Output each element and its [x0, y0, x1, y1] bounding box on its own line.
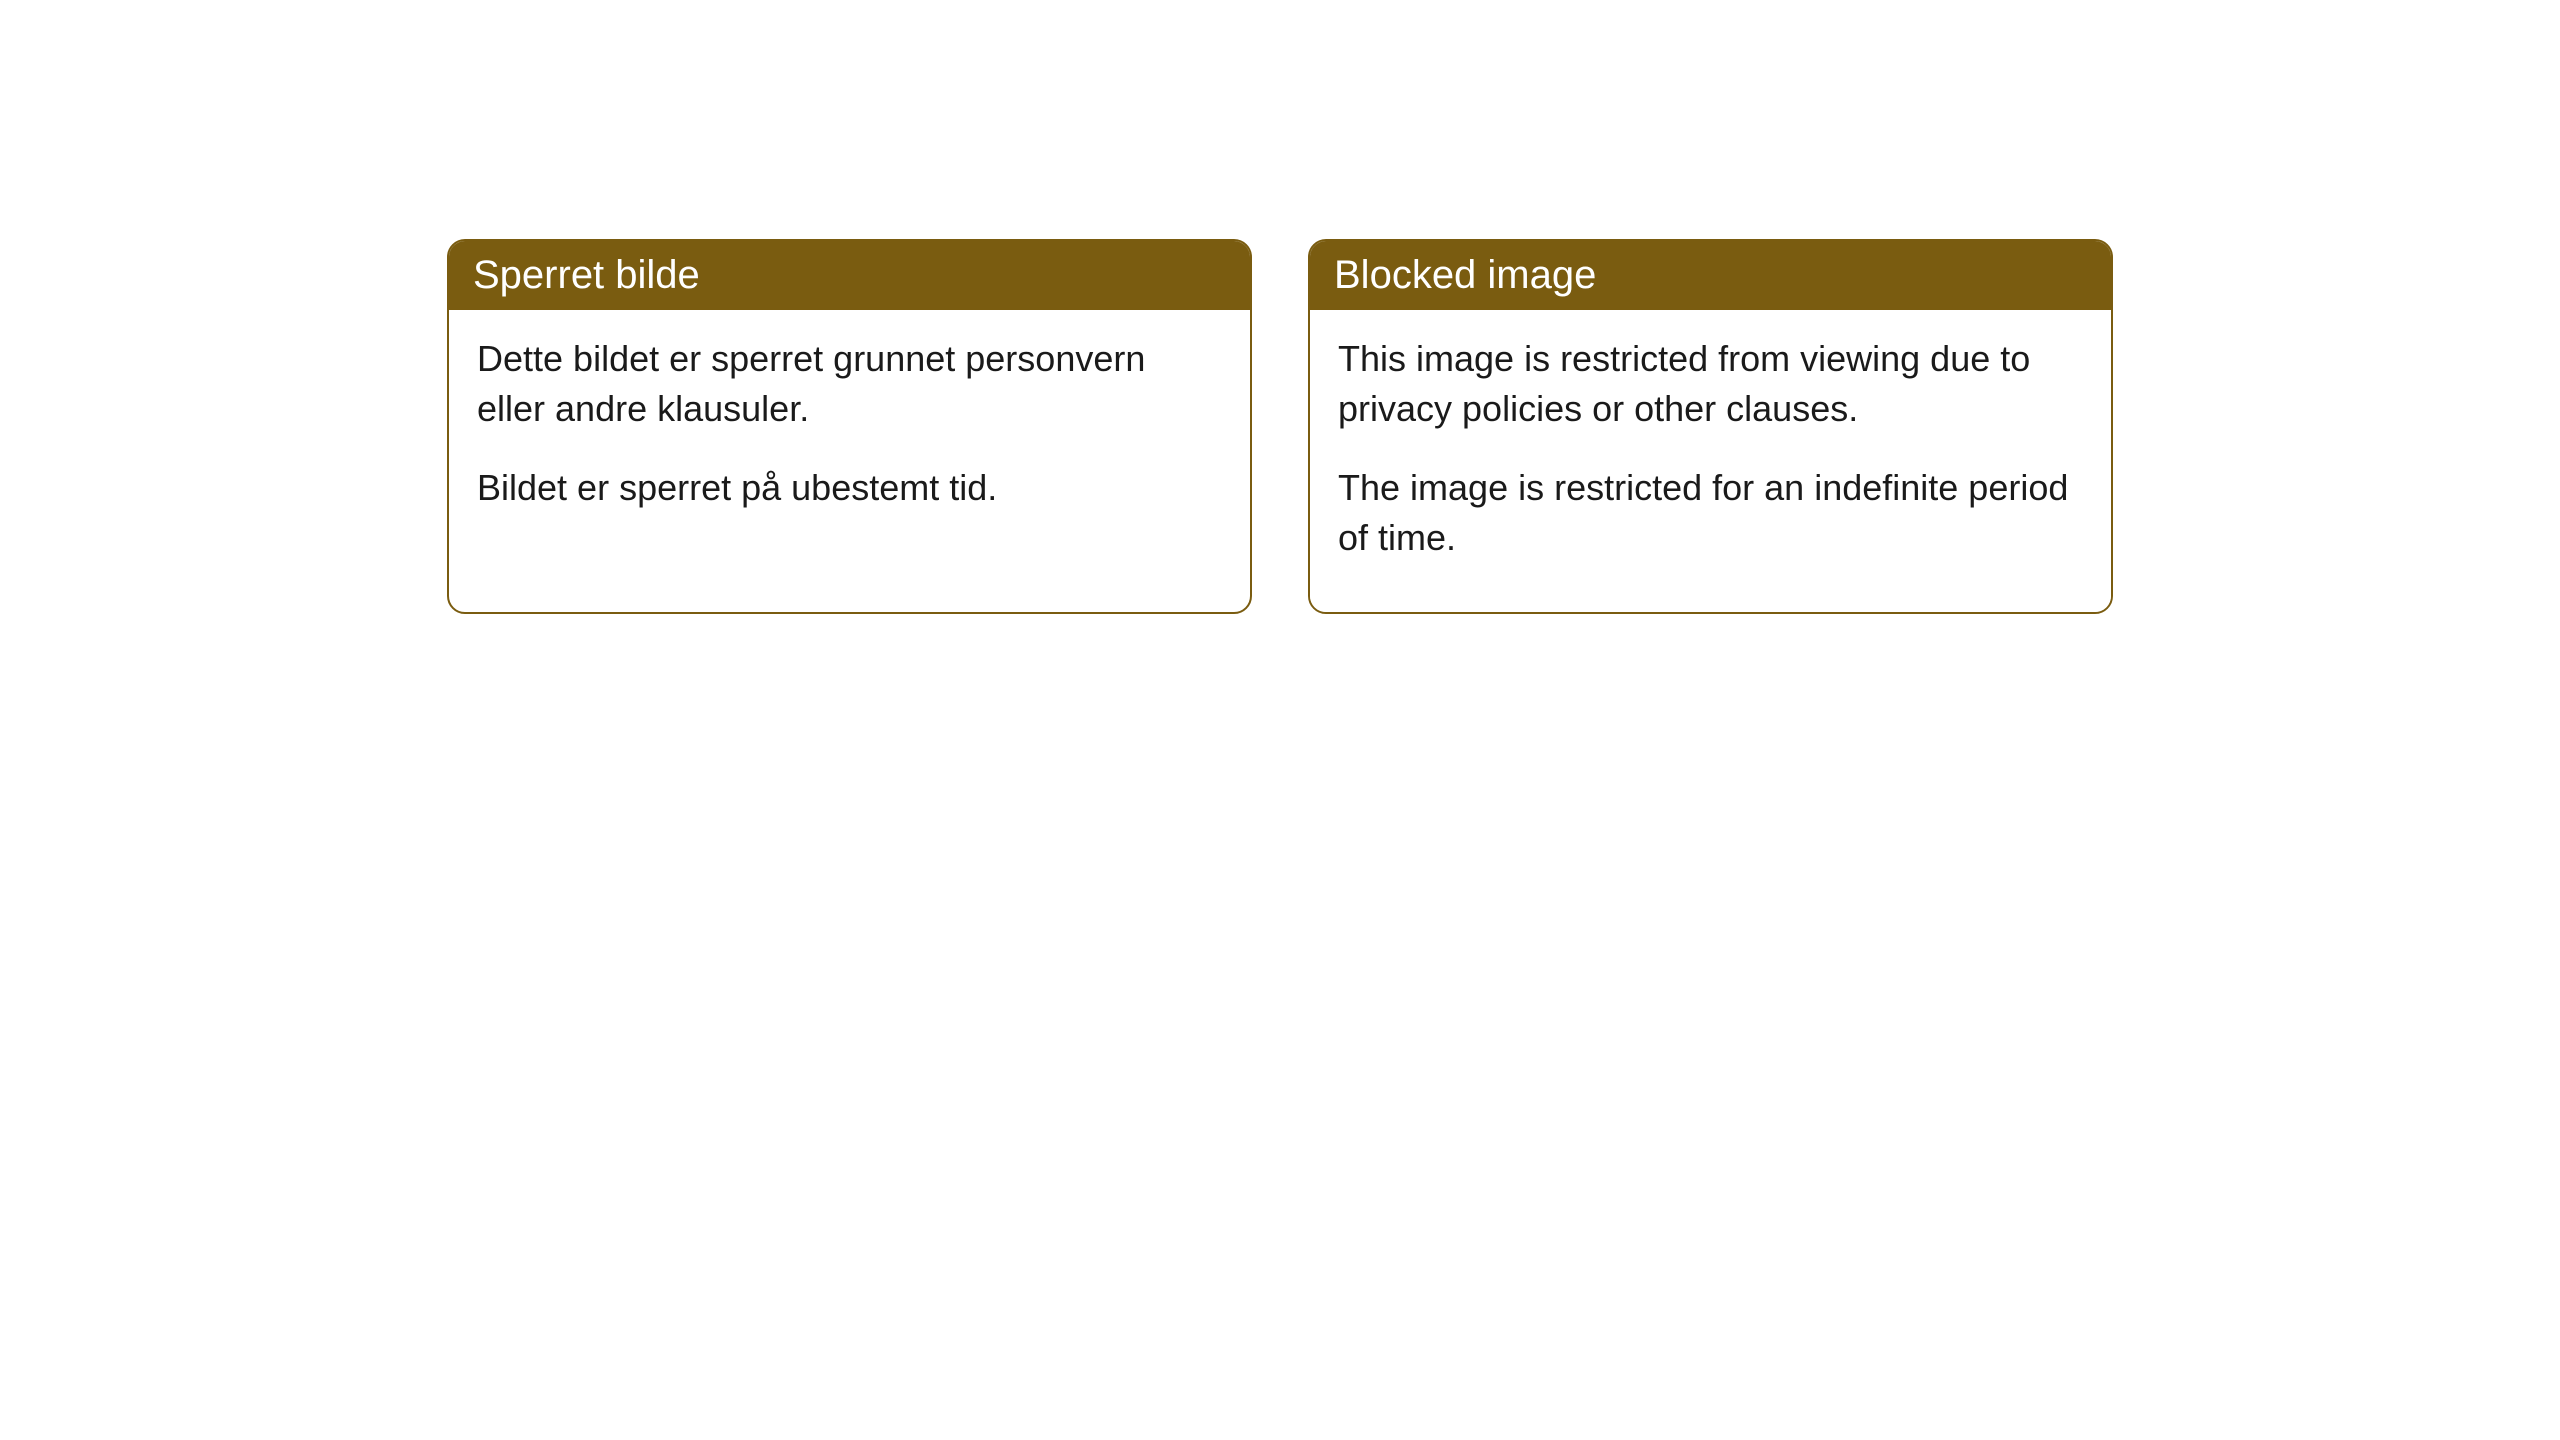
card-title-english: Blocked image [1334, 253, 1596, 297]
blocked-image-card-norwegian: Sperret bilde Dette bildet er sperret gr… [447, 239, 1252, 614]
card-header-norwegian: Sperret bilde [449, 241, 1250, 310]
cards-container: Sperret bilde Dette bildet er sperret gr… [447, 239, 2113, 614]
card-text-english-1: This image is restricted from viewing du… [1338, 334, 2083, 435]
card-text-norwegian-1: Dette bildet er sperret grunnet personve… [477, 334, 1222, 435]
card-text-english-2: The image is restricted for an indefinit… [1338, 463, 2083, 564]
card-header-english: Blocked image [1310, 241, 2111, 310]
card-text-norwegian-2: Bildet er sperret på ubestemt tid. [477, 463, 1222, 513]
card-title-norwegian: Sperret bilde [473, 253, 700, 297]
blocked-image-card-english: Blocked image This image is restricted f… [1308, 239, 2113, 614]
card-body-english: This image is restricted from viewing du… [1310, 310, 2111, 612]
card-body-norwegian: Dette bildet er sperret grunnet personve… [449, 310, 1250, 561]
